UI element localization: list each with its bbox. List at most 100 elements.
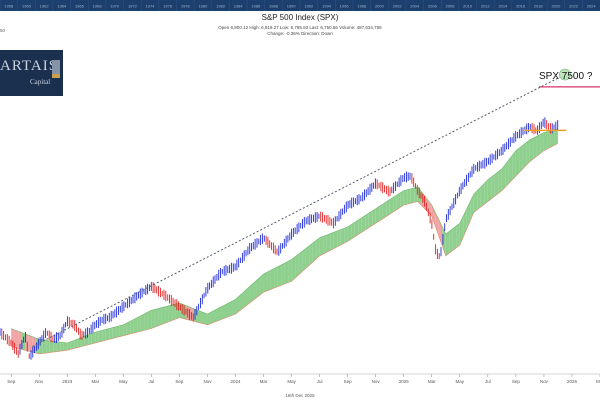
cloud-segment-bullish bbox=[109, 327, 113, 340]
cloud-segment-bullish bbox=[382, 201, 387, 219]
timeline-year-label: 2020 bbox=[551, 4, 561, 9]
cloud-segment-bullish bbox=[494, 171, 499, 197]
cloud-segment-bullish bbox=[473, 190, 478, 213]
x-tick-label: Nov bbox=[539, 379, 548, 384]
cloud-segment-bullish bbox=[119, 324, 124, 337]
cloud-segment-bullish bbox=[98, 330, 103, 343]
cloud-segment-bullish bbox=[519, 145, 523, 173]
logo: ARTAIS Capital bbox=[0, 50, 63, 96]
cloud-segment-bullish bbox=[505, 159, 509, 187]
cloud-segment-bullish bbox=[126, 321, 131, 335]
x-tick-label: Sep bbox=[7, 379, 16, 384]
x-tick-label: Mar bbox=[91, 379, 100, 384]
timeline-year-label: 2024 bbox=[587, 4, 597, 9]
timeline-year-label: 2002 bbox=[393, 4, 403, 9]
cloud-segment-bullish bbox=[326, 233, 331, 253]
timeline-year-label: 2004 bbox=[410, 4, 420, 9]
cloud-segment-bullish bbox=[386, 199, 390, 217]
timeline-year-label: 1966 bbox=[75, 4, 85, 9]
timeline-year-label: 2008 bbox=[446, 4, 456, 9]
cloud-segment-bullish bbox=[379, 204, 383, 221]
cloud-segment-bullish bbox=[459, 216, 464, 246]
cloud-segment-bullish bbox=[291, 256, 296, 282]
cloud-segment-bullish bbox=[137, 315, 141, 333]
cloud-segment-bullish bbox=[312, 240, 317, 263]
cloud-segment-bullish bbox=[491, 174, 495, 199]
cloud-segment-bearish bbox=[428, 200, 432, 216]
cloud-segment-bullish bbox=[389, 197, 394, 215]
trend-line bbox=[32, 74, 566, 348]
cloud-segment-bullish bbox=[242, 289, 247, 309]
cloud-segment-bullish bbox=[246, 286, 250, 306]
cloud-segment-bullish bbox=[344, 226, 348, 244]
cloud-segment-bullish bbox=[501, 164, 506, 191]
x-tick-label: May bbox=[455, 379, 465, 384]
cloud-segment-bullish bbox=[249, 283, 254, 304]
cloud-segment-bearish bbox=[28, 335, 33, 353]
cloud-segment-bullish bbox=[239, 293, 243, 312]
cloud-segment-bullish bbox=[284, 261, 289, 285]
cloud-segment-bullish bbox=[260, 274, 264, 295]
cloud-segment-bullish bbox=[316, 237, 320, 260]
cloud-segment-bullish bbox=[309, 243, 313, 266]
timeline-year-label: 1960 bbox=[22, 4, 32, 9]
x-tick-label: Sep bbox=[343, 379, 352, 384]
cloud-segment-bullish bbox=[498, 168, 502, 194]
cloud-segment-bullish bbox=[140, 313, 145, 332]
cloud-segment-bullish bbox=[358, 217, 362, 235]
chart-title: S&P 500 Index (SPX) bbox=[261, 13, 339, 22]
target-marker bbox=[559, 68, 571, 81]
timeline-year-label: 1984 bbox=[234, 4, 244, 9]
cloud-segment-bullish bbox=[351, 222, 355, 240]
cloud-segment-bullish bbox=[235, 296, 240, 314]
cloud-segment-bullish bbox=[105, 328, 110, 341]
cloud-segment-bullish bbox=[270, 268, 275, 290]
target-annotation: SPX 7500 ? bbox=[539, 71, 593, 82]
cloud-segment-bullish bbox=[512, 150, 516, 180]
cloud-segment-bullish bbox=[361, 215, 366, 233]
cloud-segment-bullish bbox=[263, 272, 268, 293]
x-tick-label: 2023 bbox=[62, 379, 73, 384]
cloud-segment-bullish bbox=[253, 280, 257, 301]
cloud-segment-bullish bbox=[130, 319, 134, 334]
logo-subtitle: Capital bbox=[30, 78, 51, 86]
cloud-segment-bullish bbox=[60, 342, 64, 352]
cloud-segment-bearish bbox=[18, 331, 22, 350]
cloud-segment-bullish bbox=[42, 339, 47, 354]
x-tick-label: 2024 bbox=[230, 379, 241, 384]
timeline-year-label: 2014 bbox=[498, 4, 508, 9]
cloud-segment-bearish bbox=[438, 219, 443, 246]
x-tick-label: May bbox=[287, 379, 296, 384]
cloud-segment-bullish bbox=[203, 312, 208, 325]
timeline-year-label: 1976 bbox=[163, 4, 173, 9]
cloud-segment-bullish bbox=[330, 232, 334, 251]
cloud-segment-bullish bbox=[393, 195, 397, 212]
cloud-segment-bullish bbox=[522, 142, 527, 169]
cloud-segment-bullish bbox=[298, 251, 303, 275]
cloud-segment-bearish bbox=[14, 329, 19, 349]
cloud-segment-bullish bbox=[207, 312, 211, 325]
logo-name: ARTAIS bbox=[0, 58, 59, 74]
timeline-year-label: 2022 bbox=[569, 4, 579, 9]
timeline-year-label: 2000 bbox=[375, 4, 385, 9]
timeline-year-label: 1962 bbox=[40, 4, 50, 9]
x-tick-label: Nov bbox=[35, 379, 44, 384]
top-timeline: 1958 1960 1962 1964 1966 1968 1970 1972 1974 1976… bbox=[0, 0, 597, 11]
x-tick-label: Nov bbox=[203, 379, 212, 384]
timeline-year-label: 1980 bbox=[198, 4, 208, 9]
timeline-year-label: 2016 bbox=[516, 4, 526, 9]
cloud-segment-bullish bbox=[46, 340, 50, 353]
cloud-segment-bullish bbox=[147, 310, 152, 330]
cloud-segment-bullish bbox=[221, 304, 225, 320]
cloud-segment-bullish bbox=[536, 134, 541, 157]
cloud-segment-bullish bbox=[484, 179, 488, 205]
cloud-segment-bullish bbox=[337, 229, 341, 247]
cloud-segment-bullish bbox=[267, 270, 271, 291]
cloud-segment-bearish bbox=[11, 328, 15, 348]
cloud-segment-bullish bbox=[256, 277, 261, 298]
cloud-segment-bullish bbox=[116, 325, 120, 338]
cloud-segment-bullish bbox=[456, 223, 460, 248]
cloud-segment-bullish bbox=[172, 303, 176, 321]
cloud-segment-bullish bbox=[151, 309, 155, 329]
cloud-segment-bullish bbox=[67, 341, 71, 351]
